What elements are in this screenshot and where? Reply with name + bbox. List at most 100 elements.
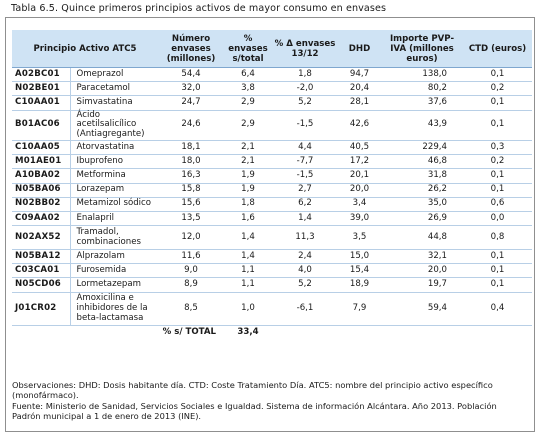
envases-cell: 24,6 [158,110,224,141]
ctd-cell: 0,1 [463,249,532,265]
dhd-cell: 20,4 [338,81,381,97]
pct-cell: 1,1 [224,277,272,293]
importe-cell: 138,0 [381,67,463,83]
importe-cell: 32,1 [381,249,463,265]
table-row: J01CR02 Amoxicilina e inhibidores de la b… [12,292,532,326]
envases-cell: 8,9 [158,277,224,293]
dhd-cell: 40,5 [338,140,381,156]
dhd-cell: 18,9 [338,277,381,293]
dhd-cell: 15,4 [338,263,381,279]
importe-cell: 46,8 [381,154,463,170]
envases-cell: 16,3 [158,168,224,184]
pct-cell: 1,1 [224,263,272,279]
envases-cell: 13,5 [158,211,224,227]
dhd-cell: 39,0 [338,211,381,227]
var-cell: 6,2 [272,197,338,212]
name-cell: Simvastatina [70,95,158,111]
table-title: Tabla 6.5. Quince primeros principios ac… [11,3,387,14]
name-cell: Furosemida [70,263,158,279]
var-cell: 4,4 [272,140,338,156]
total-row: % s/ TOTAL 33,4 [12,325,532,340]
pct-cell: 1,0 [224,292,272,326]
pct-cell: 2,9 [224,95,272,111]
envases-cell: 15,8 [158,183,224,198]
pct-cell: 2,1 [224,140,272,156]
code-cell: C03CA01 [12,263,71,279]
ctd-cell: 0,1 [463,67,532,83]
ctd-cell: 0,1 [463,168,532,184]
name-cell: Tramadol, combinaciones [70,225,158,251]
table-row: C10AA01 Simvastatina 24,7 2,9 5,2 28,1 37,6 0,1 [12,95,532,111]
importe-cell: 19,7 [381,277,463,293]
code-cell: A10BA02 [12,168,71,184]
envases-cell: 9,0 [158,263,224,279]
header-envases: Número envases (millones) [158,30,224,68]
importe-cell: 229,4 [381,140,463,156]
ctd-cell: 0,6 [463,197,532,212]
code-cell: A02BC01 [12,67,71,83]
table-frame [5,17,535,432]
ctd-cell: 0,1 [463,95,532,111]
pct-cell: 6,4 [224,67,272,83]
name-cell: Amoxicilina e inhibidores de la beta-lac… [70,292,158,326]
var-cell: 1,4 [272,211,338,227]
code-cell: N02BB02 [12,197,71,212]
dhd-cell: 3,4 [338,197,381,212]
pct-cell: 2,9 [224,110,272,141]
dhd-cell: 94,7 [338,67,381,83]
fuente-note: Fuente: Ministerio de Sanidad, Servicios… [12,400,497,421]
importe-cell: 59,4 [381,292,463,326]
envases-cell: 15,6 [158,197,224,212]
table-row: N05BA12 Alprazolam 11,6 1,4 2,4 15,0 32,1 0,1 [12,249,532,265]
table-row: N02BB02 Metamizol sódico 15,6 1,8 6,2 3,4 35,0… [12,197,532,212]
name-cell: Metamizol sódico [70,197,158,212]
dhd-cell: 15,0 [338,249,381,265]
ctd-cell: 0,8 [463,225,532,251]
dhd-cell: 17,2 [338,154,381,170]
ctd-cell: 0,1 [463,263,532,279]
table-row: C09AA02 Enalapril 13,5 1,6 1,4 39,0 26,9 0,0 [12,211,532,227]
envases-cell: 24,7 [158,95,224,111]
table-row: M01AE01 Ibuprofeno 18,0 2,1 -7,7 17,2 46,8 0,2 [12,154,532,170]
var-cell: 4,0 [272,263,338,279]
table-row: N02BE01 Paracetamol 32,0 3,8 -2,0 20,4 80,2 0,2 [12,81,532,97]
var-cell: -6,1 [272,292,338,326]
pct-cell: 3,8 [224,81,272,97]
code-cell: J01CR02 [12,292,71,326]
code-cell: C09AA02 [12,211,71,227]
table-row: N05BA06 Lorazepam 15,8 1,9 2,7 20,0 26,2 0,1 [12,183,532,198]
importe-cell: 26,9 [381,211,463,227]
name-cell: Alprazolam [70,249,158,265]
name-cell: Lormetazepam [70,277,158,293]
importe-cell: 37,6 [381,95,463,111]
name-cell: Omeprazol [70,67,158,83]
envases-cell: 11,6 [158,249,224,265]
importe-cell: 20,0 [381,263,463,279]
code-cell: C10AA05 [12,140,71,156]
empty-cell [338,325,381,340]
importe-cell: 31,8 [381,168,463,184]
ctd-cell: 0,3 [463,140,532,156]
dhd-cell: 3,5 [338,225,381,251]
consumption-table: Principio Activo ATC5 Número envases (mi… [12,30,532,340]
empty-cell [381,325,463,340]
name-cell: Enalapril [70,211,158,227]
code-cell: N05CD06 [12,277,71,293]
header-ctd: CTD (euros) [463,30,532,68]
importe-cell: 43,9 [381,110,463,141]
var-cell: 2,7 [272,183,338,198]
header-var: % Δ envases 13/12 [272,30,338,68]
importe-cell: 80,2 [381,81,463,97]
empty-cell [272,325,338,340]
header-row: Principio Activo ATC5 Número envases (mi… [12,30,532,68]
ctd-cell: 0,1 [463,277,532,293]
code-cell: N02BE01 [12,81,71,97]
table-row: C03CA01 Furosemida 9,0 1,1 4,0 15,4 20,0 0,1 [12,263,532,279]
observaciones-note: Observaciones: DHD: Dosis habitante día.… [12,380,493,401]
name-cell: Lorazepam [70,183,158,198]
pct-cell: 1,4 [224,225,272,251]
ctd-cell: 0,1 [463,110,532,141]
name-cell: Ibuprofeno [70,154,158,170]
envases-cell: 8,5 [158,292,224,326]
